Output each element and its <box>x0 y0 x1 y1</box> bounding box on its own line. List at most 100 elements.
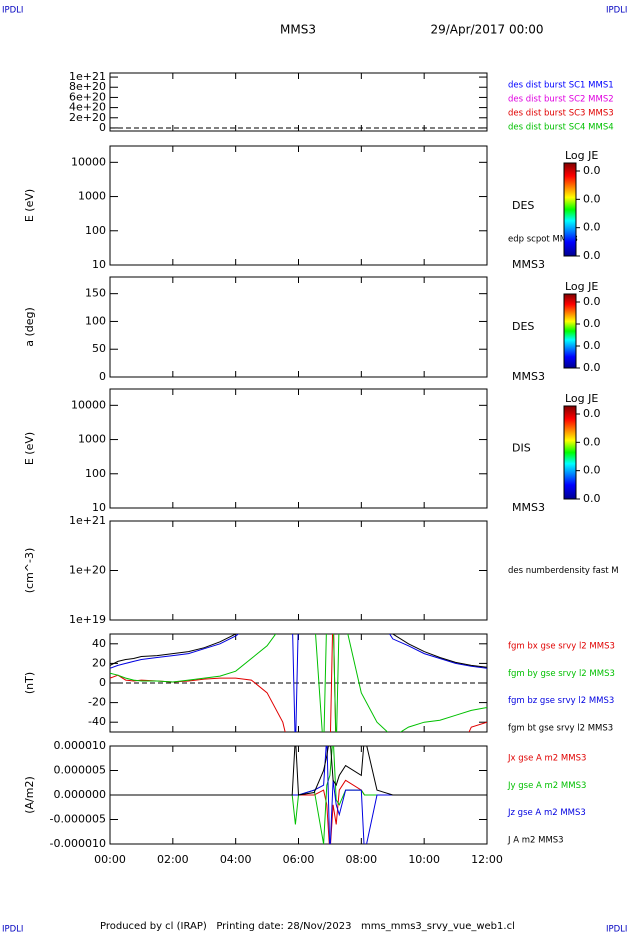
y-tick-label: 0 <box>99 676 106 689</box>
side-label: edp scpot MMS3 <box>508 235 578 245</box>
footer: Produced by cl (IRAP) Printing date: 28/… <box>100 921 515 932</box>
colorbar-tick-label: 0.0 <box>583 317 601 330</box>
y-axis-label: (cm^-3) <box>23 548 36 594</box>
legend-entry: Jz gse A m2 MMS3 <box>507 808 586 818</box>
y-tick-label: 10 <box>92 501 106 514</box>
panel-frame <box>109 520 488 621</box>
colorbar-tick-label: 0.0 <box>583 464 601 477</box>
colorbar <box>563 293 577 369</box>
y-tick-label: 100 <box>85 467 106 480</box>
legend-entry: J A m2 MMS3 <box>507 836 564 846</box>
y-tick-label: 0 <box>99 121 106 134</box>
y-tick-label: 8e+20 <box>69 80 106 93</box>
side-label: MMS3 <box>512 258 545 271</box>
y-tick-label: 50 <box>92 342 106 355</box>
panel-frame <box>109 388 488 509</box>
legend-entry: fgm by gse srvy l2 MMS3 <box>508 669 615 679</box>
plot-area <box>110 746 487 844</box>
colorbar-tick-label: 0.0 <box>583 407 601 420</box>
y-tick-label: 100 <box>85 224 106 237</box>
side-label: MMS3 <box>512 501 545 514</box>
y-axis-label: (A/m2) <box>23 776 36 814</box>
y-tick-label: 20 <box>92 656 106 669</box>
corner-label: IPDLI <box>2 6 23 16</box>
legend-entry: des dist burst SC4 MMS4 <box>508 123 614 133</box>
corner-label: IPDLI <box>606 925 627 934</box>
corner-label: IPDLI <box>606 6 627 16</box>
colorbar-tick-label: 0.0 <box>583 192 601 205</box>
y-tick-label: 1e+19 <box>69 613 106 626</box>
corner-label: IPDLI <box>2 925 23 934</box>
y-tick-label: -0.000005 <box>50 813 106 826</box>
x-tick-label: 10:00 <box>408 853 440 866</box>
y-axis-label: a (deg) <box>23 307 36 347</box>
y-tick-label: -40 <box>88 715 106 728</box>
y-tick-label: 10000 <box>71 398 106 411</box>
x-tick-label: 00:00 <box>94 853 126 866</box>
y-tick-label: -20 <box>88 696 106 709</box>
y-tick-label: 10000 <box>71 155 106 168</box>
legend-entry: des dist burst SC1 MMS1 <box>508 81 614 91</box>
x-tick-label: 04:00 <box>220 853 252 866</box>
y-axis-label: E (eV) <box>23 189 36 222</box>
colorbar-tick-label: 0.0 <box>583 339 601 352</box>
side-label: DES <box>512 320 534 333</box>
series-line <box>110 634 487 732</box>
series-line <box>110 634 487 732</box>
x-tick-label: 08:00 <box>345 853 377 866</box>
legend-entry: des dist burst SC2 MMS2 <box>508 95 614 105</box>
y-tick-label: 1000 <box>78 190 106 203</box>
plot-area <box>110 634 487 732</box>
y-tick-label: 1e+21 <box>69 70 106 83</box>
series-line <box>110 746 487 796</box>
legend-entry: des dist burst SC3 MMS3 <box>508 109 614 119</box>
panel-frame <box>109 276 488 378</box>
y-tick-label: 100 <box>85 314 106 327</box>
y-tick-label: 1e+20 <box>69 564 106 577</box>
y-tick-label: -0.000010 <box>50 837 106 850</box>
y-tick-label: 0.000000 <box>54 788 107 801</box>
y-tick-label: 150 <box>85 287 106 300</box>
x-tick-label: 02:00 <box>157 853 189 866</box>
mission: MMS3 <box>280 23 316 37</box>
colorbar-tick-label: 0.0 <box>583 435 601 448</box>
colorbar <box>563 405 577 500</box>
side-label: DES <box>512 199 534 212</box>
y-tick-label: 0.000005 <box>54 764 107 777</box>
y-tick-label: 0.000010 <box>54 739 107 752</box>
y-tick-label: 6e+20 <box>69 90 106 103</box>
legend-entry: Jy gse A m2 MMS3 <box>507 781 586 791</box>
colorbar <box>563 162 577 257</box>
colorbar-label: Log JE <box>565 280 598 293</box>
series-line <box>110 634 487 668</box>
y-tick-label: 0 <box>99 370 106 383</box>
side-label: MMS3 <box>512 370 545 383</box>
colorbar-tick-label: 0.0 <box>583 361 601 374</box>
x-tick-label: 12:00 <box>471 853 503 866</box>
y-axis-label: (nT) <box>23 672 36 694</box>
y-tick-label: 1e+21 <box>69 514 106 527</box>
colorbar-tick-label: 0.0 <box>583 164 601 177</box>
colorbar-tick-label: 0.0 <box>583 295 601 308</box>
date: 29/Apr/2017 00:00 <box>430 23 543 37</box>
y-axis-label: E (eV) <box>23 432 36 465</box>
legend-entry: fgm bt gse srvy l2 MMS3 <box>508 724 613 734</box>
panel-frame <box>109 145 488 266</box>
legend-entry: fgm bx gse srvy l2 MMS3 <box>508 642 615 652</box>
y-tick-label: 4e+20 <box>69 101 106 114</box>
y-tick-label: 10 <box>92 258 106 271</box>
colorbar-tick-label: 0.0 <box>583 249 601 262</box>
panel-frame <box>109 72 488 132</box>
side-label: DIS <box>512 442 531 455</box>
colorbar-tick-label: 0.0 <box>583 492 601 505</box>
y-tick-label: 2e+20 <box>69 111 106 124</box>
legend-entry: fgm bz gse srvy l2 MMS3 <box>508 696 614 706</box>
y-tick-label: 1000 <box>78 433 106 446</box>
x-tick-label: 06:00 <box>283 853 315 866</box>
colorbar-tick-label: 0.0 <box>583 221 601 234</box>
colorbar-label: Log JE <box>565 392 598 405</box>
legend-entry: Jx gse A m2 MMS3 <box>507 754 586 764</box>
y-tick-label: 40 <box>92 637 106 650</box>
side-label: des numberdensity fast M <box>508 566 619 576</box>
